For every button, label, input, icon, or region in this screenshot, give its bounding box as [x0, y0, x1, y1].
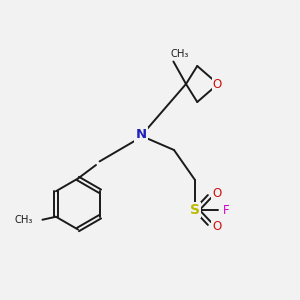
Text: CH₃: CH₃: [170, 49, 189, 59]
Text: CH₃: CH₃: [14, 215, 33, 225]
Text: O: O: [212, 187, 221, 200]
Text: O: O: [213, 77, 222, 91]
Text: S: S: [190, 203, 200, 217]
Text: O: O: [212, 220, 221, 233]
Text: N: N: [135, 128, 147, 142]
Text: F: F: [223, 203, 230, 217]
